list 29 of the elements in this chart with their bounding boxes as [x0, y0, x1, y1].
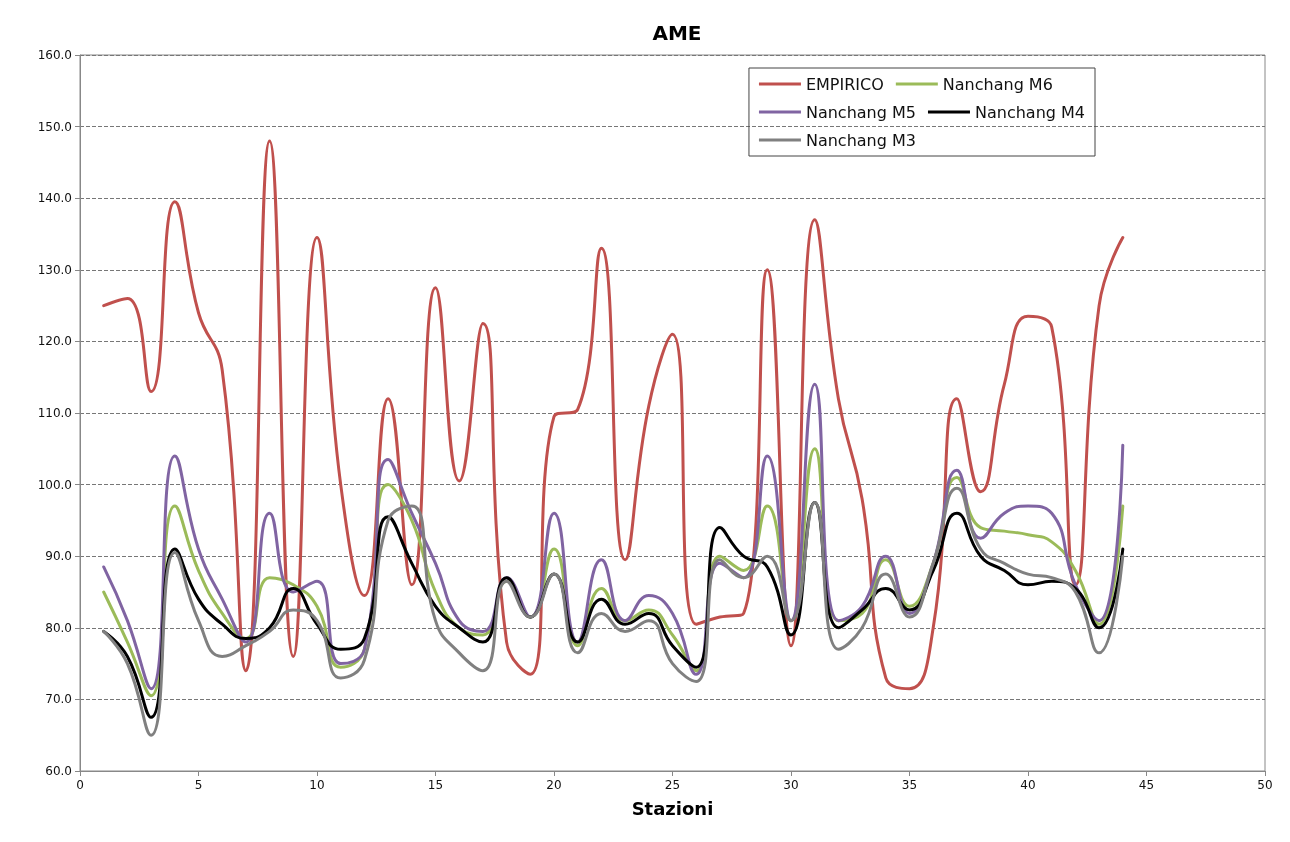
x-tick-label: 15: [427, 778, 444, 792]
y-tick-label: 90.0: [45, 549, 72, 564]
x-tick-label: 10: [309, 778, 325, 792]
y-tick-label: 150.0: [37, 119, 72, 134]
legend-label: Nanchang M3: [805, 130, 916, 150]
legend-label: Nanchang M6: [942, 74, 1053, 94]
y-tick-label: 120.0: [37, 334, 72, 349]
x-tick-label: 45: [1138, 778, 1155, 792]
x-tick-label: 30: [783, 778, 799, 792]
y-tick-label: 130.0: [37, 262, 72, 277]
x-tick-label: 35: [901, 778, 918, 792]
y-tick-label: 70.0: [45, 692, 72, 707]
y-tick-label: 110.0: [37, 406, 72, 420]
y-tick-label: 160.0: [37, 48, 72, 62]
x-tick-label: 50: [1257, 778, 1273, 792]
x-tick-label: 40: [1020, 778, 1036, 792]
x-axis-title: Stazioni: [631, 797, 714, 819]
y-tick-label: 100.0: [37, 477, 72, 492]
x-tick-label: 20: [546, 778, 562, 792]
y-tick-label: 60.0: [45, 764, 72, 778]
legend-label: Nanchang M4: [974, 102, 1086, 122]
x-tick-label: 0: [76, 778, 84, 792]
legend-label: EMPIRICO: [805, 74, 884, 94]
x-tick-label: 25: [664, 778, 681, 792]
y-tick-label: 80.0: [45, 620, 72, 635]
y-tick-label: 140.0: [37, 191, 72, 206]
chart-title: AME: [652, 21, 702, 45]
x-tick-label: 5: [194, 778, 203, 792]
legend-label: Nanchang M5: [805, 102, 916, 122]
